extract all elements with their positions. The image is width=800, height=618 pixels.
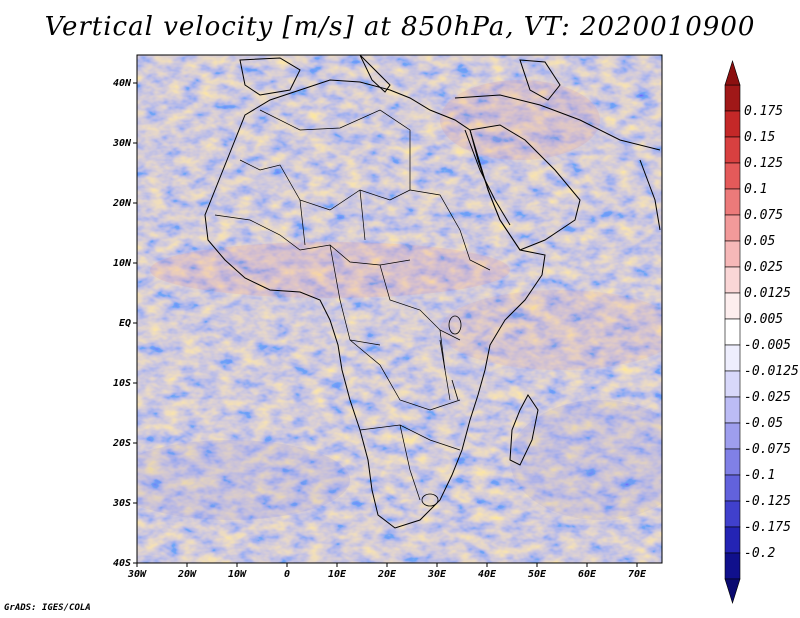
- colorbar-swatch: [724, 344, 741, 372]
- iberia: [239, 57, 301, 96]
- lon-tick-label: 40E: [478, 569, 497, 580]
- colorbar-label: 0.0125: [744, 286, 791, 301]
- lat-tick-label: 10N: [113, 258, 132, 269]
- indian-ocean-band: [440, 290, 662, 370]
- lat-tick-label: 20S: [112, 438, 131, 449]
- colorbar-label: -0.025: [744, 390, 791, 405]
- colorbar-swatch: [724, 500, 741, 528]
- arabian-peninsula: [469, 124, 581, 251]
- lat-tick-label: 30N: [112, 138, 132, 149]
- colorbar-label: 0.025: [744, 260, 783, 275]
- madagascar: [509, 394, 539, 466]
- colorbar-label: -0.0125: [744, 364, 799, 379]
- colorbar-label: -0.1: [744, 468, 775, 483]
- colorbar-top-arrow: [724, 59, 741, 86]
- colorbar-swatch: [724, 136, 741, 164]
- latitude-axis: 40N 30N 20N 10N EQ 10S 20S 30S 40S: [112, 78, 137, 569]
- lon-tick-label: 30W: [127, 569, 147, 580]
- middle-east-coast: [454, 94, 661, 151]
- colorbar-swatch: [724, 110, 741, 138]
- map-panel: [136, 54, 663, 564]
- colorbar: 0.175 0.15 0.125 0.1 0.075 0.05 0.025 0.0125 0.0…: [724, 59, 799, 605]
- lon-tick-label: 20W: [177, 569, 197, 580]
- caspian-area: [519, 59, 561, 101]
- longitude-axis: 30W 20W 10W 0 10E 20E 30E 40E 50E 60E 70E: [127, 563, 647, 580]
- colorbar-label: 0.05: [744, 234, 775, 249]
- lon-tick-label: 50E: [528, 569, 547, 580]
- lat-tick-label: 40N: [113, 78, 132, 89]
- lon-tick-label: 70E: [628, 569, 647, 580]
- coastlines: [204, 55, 661, 529]
- colorbar-swatch: [724, 552, 741, 580]
- colorbar-swatch: [724, 162, 741, 190]
- colorbar-label: -0.2: [744, 546, 775, 561]
- lon-tick-label: 30E: [427, 569, 447, 580]
- colorbar-swatch: [724, 318, 741, 346]
- plot-title: Vertical velocity [m/s] at 850hPa, VT: 2…: [44, 12, 756, 42]
- colorbar-label: -0.005: [744, 338, 791, 353]
- south-indian-band: [510, 400, 662, 520]
- colorbar-label: 0.1: [744, 182, 767, 197]
- map-frame: [136, 54, 663, 564]
- colorbar-label: 0.15: [744, 130, 775, 145]
- colorbar-swatch: [724, 266, 741, 294]
- india-coast: [639, 159, 661, 231]
- lon-tick-label: 10E: [328, 569, 347, 580]
- lat-tick-label: 40S: [113, 558, 131, 569]
- colorbar-label: -0.05: [744, 416, 783, 431]
- colorbar-swatch: [724, 526, 741, 554]
- colorbar-swatch: [724, 422, 741, 450]
- itcz-band: [150, 242, 510, 298]
- colorbar-swatch: [724, 448, 741, 476]
- footer-credit: GrADS: IGES/COLA: [4, 603, 91, 613]
- colorbar-label: 0.005: [744, 312, 783, 327]
- colorbar-swatch: [724, 370, 741, 398]
- lakes: [421, 315, 462, 507]
- colorbar-swatch: [724, 474, 741, 502]
- colorbar-swatch: [724, 214, 741, 242]
- lon-tick-label: 10W: [228, 569, 247, 580]
- colorbar-swatch: [724, 84, 741, 112]
- south-atlantic-band: [137, 440, 350, 520]
- country-borders: [214, 109, 491, 501]
- colorbar-label: 0.125: [744, 156, 783, 171]
- lon-tick-label: 60E: [578, 569, 597, 580]
- colorbar-label: -0.125: [744, 494, 791, 509]
- colorbar-swatch: [724, 292, 741, 320]
- colorbar-label: 0.075: [744, 208, 783, 223]
- lat-tick-label: 10S: [113, 378, 131, 389]
- colorbar-label: -0.175: [744, 520, 791, 535]
- africa-coastline: [204, 79, 546, 529]
- colorbar-label: -0.075: [744, 442, 791, 457]
- colorbar-swatch: [724, 240, 741, 268]
- italy: [359, 55, 391, 93]
- red-sea: [464, 129, 511, 226]
- lat-tick-label: EQ: [119, 318, 131, 329]
- colorbar-bottom-arrow: [724, 578, 741, 605]
- colorbar-swatch: [724, 396, 741, 424]
- colorbar-label: 0.175: [744, 104, 783, 119]
- middle-east-band: [440, 80, 600, 160]
- colorbar-swatch: [724, 188, 741, 216]
- lat-tick-label: 20N: [112, 198, 132, 209]
- lon-tick-label: 20E: [377, 569, 397, 580]
- lat-tick-label: 30S: [112, 498, 131, 509]
- lon-tick-label: 0: [284, 569, 290, 580]
